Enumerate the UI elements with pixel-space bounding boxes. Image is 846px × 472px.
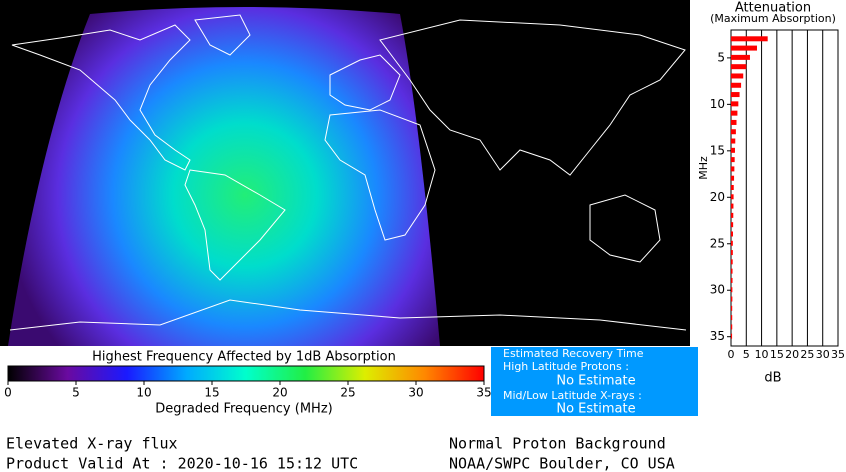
colorbar-tick-label: 5 bbox=[72, 386, 80, 400]
bar bbox=[731, 212, 734, 218]
bar bbox=[731, 64, 747, 70]
bar bbox=[731, 147, 735, 153]
bar bbox=[731, 315, 733, 321]
valid-time: Product Valid At : 2020-10-16 15:12 UTC bbox=[6, 455, 358, 472]
x-tick-label: 15 bbox=[770, 348, 784, 361]
bar bbox=[731, 231, 733, 237]
y-tick-label: 20 bbox=[710, 190, 725, 204]
bar bbox=[731, 268, 733, 274]
colorbar-tick-label: 10 bbox=[136, 386, 151, 400]
bar bbox=[731, 222, 734, 228]
y-tick-label: 10 bbox=[710, 97, 725, 111]
y-tick-label: 15 bbox=[710, 143, 725, 157]
colorbar-tick-label: 35 bbox=[476, 386, 491, 400]
x-tick-label: 10 bbox=[755, 348, 769, 361]
bar bbox=[731, 36, 768, 42]
bar bbox=[731, 101, 739, 107]
low-latitude-label: Mid/Low Latitude X-rays : bbox=[503, 389, 642, 402]
bar bbox=[731, 45, 757, 51]
bar bbox=[731, 92, 740, 98]
x-tick-label: 25 bbox=[800, 348, 814, 361]
x-tick-label: 0 bbox=[728, 348, 735, 361]
colorbar-tick-label: 15 bbox=[204, 386, 219, 400]
bar bbox=[731, 175, 735, 181]
absorption-region bbox=[8, 7, 440, 346]
bar bbox=[731, 73, 744, 79]
colorbar-label: Degraded Frequency (MHz) bbox=[155, 402, 332, 417]
colorbar-title: Highest Frequency Affected by 1dB Absorp… bbox=[92, 350, 396, 365]
bar bbox=[731, 250, 733, 256]
colorbar-tick-label: 20 bbox=[272, 386, 287, 400]
bar bbox=[731, 54, 750, 60]
x-tick-label: 30 bbox=[816, 348, 830, 361]
high-latitude-label: High Latitude Protons : bbox=[503, 360, 629, 373]
bar bbox=[731, 194, 734, 200]
proton-status: Normal Proton Background bbox=[449, 435, 666, 453]
source: NOAA/SWPC Boulder, CO USA bbox=[449, 455, 675, 472]
y-axis-label: MHz bbox=[697, 156, 710, 180]
colorbar-tick-label: 0 bbox=[4, 386, 12, 400]
status: Elevated X-ray flux bbox=[6, 435, 178, 453]
x-axis-label: dB bbox=[764, 371, 781, 386]
colorbar-tick-label: 25 bbox=[340, 386, 355, 400]
x-tick-label: 5 bbox=[743, 348, 750, 361]
x-tick-label: 20 bbox=[785, 348, 799, 361]
colorbar bbox=[7, 365, 485, 382]
plot-area bbox=[730, 29, 839, 347]
bar bbox=[731, 119, 737, 125]
bar bbox=[731, 166, 735, 172]
y-tick-label: 5 bbox=[717, 50, 725, 64]
bar bbox=[731, 240, 733, 246]
x-tick-label: 35 bbox=[831, 348, 845, 361]
attenuation-subtitle: (Maximum Absorption) bbox=[710, 12, 836, 25]
attenuation-title: Attenuation bbox=[735, 1, 811, 16]
bar bbox=[731, 110, 738, 116]
bar bbox=[731, 185, 734, 190]
recovery-title: Estimated Recovery Time bbox=[503, 347, 644, 360]
bar bbox=[731, 287, 733, 293]
bar bbox=[731, 259, 733, 265]
bar bbox=[731, 324, 733, 330]
bar bbox=[731, 82, 742, 88]
high-latitude-value: No Estimate bbox=[556, 374, 635, 389]
colorbar-tick-label: 30 bbox=[408, 386, 423, 400]
y-tick-label: 25 bbox=[710, 236, 725, 250]
bar bbox=[731, 138, 736, 144]
bar bbox=[731, 277, 733, 283]
bar bbox=[731, 129, 736, 135]
coastlines bbox=[9, 14, 687, 331]
y-tick-label: 30 bbox=[710, 283, 725, 297]
bar bbox=[731, 203, 734, 209]
bar bbox=[731, 305, 733, 311]
bar bbox=[731, 296, 733, 302]
recovery-box bbox=[491, 347, 698, 416]
low-latitude-value: No Estimate bbox=[556, 402, 635, 417]
y-tick-label: 35 bbox=[710, 329, 725, 343]
bar bbox=[731, 157, 735, 163]
bar bbox=[731, 333, 733, 339]
